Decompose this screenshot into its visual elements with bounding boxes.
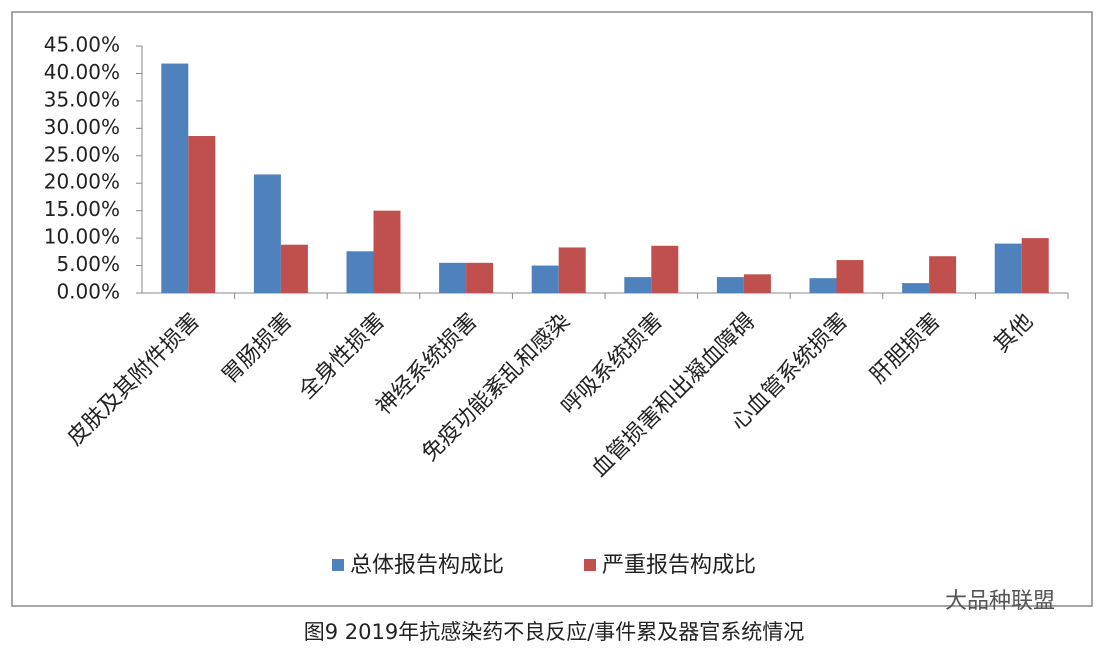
- bar: [836, 260, 864, 293]
- legend-label: 总体报告构成比: [350, 553, 504, 578]
- bar: [439, 262, 467, 293]
- bar: [253, 174, 281, 293]
- bar: [809, 278, 837, 293]
- bar: [716, 277, 744, 293]
- bar: [994, 243, 1022, 293]
- bar: [929, 256, 957, 293]
- y-tick-label: 25.00%: [44, 142, 120, 166]
- bar: [161, 63, 189, 293]
- y-tick-label: 15.00%: [44, 197, 120, 221]
- bar: [1021, 238, 1049, 293]
- bar: [280, 244, 308, 293]
- bar: [651, 245, 679, 293]
- chart-frame: [11, 11, 1093, 607]
- bar: [346, 251, 374, 293]
- bar: [373, 210, 401, 293]
- legend-swatch: [332, 559, 344, 571]
- watermark: 大品种联盟: [945, 589, 1055, 614]
- bar: [902, 283, 930, 293]
- bar: [188, 136, 216, 293]
- y-tick-label: 0.00%: [56, 280, 120, 304]
- bar: [466, 262, 494, 293]
- bar: [558, 247, 586, 293]
- legend-label: 严重报告构成比: [602, 553, 756, 578]
- y-tick-label: 20.00%: [44, 170, 120, 194]
- y-tick-label: 40.00%: [44, 60, 120, 84]
- legend-swatch: [584, 559, 596, 571]
- y-tick-label: 10.00%: [44, 225, 120, 249]
- y-tick-label: 45.00%: [44, 33, 120, 57]
- bar: [624, 277, 652, 293]
- caption: 图9 2019年抗感染药不良反应/事件累及器官系统情况: [304, 620, 805, 644]
- y-tick-label: 30.00%: [44, 115, 120, 139]
- bar: [531, 265, 559, 293]
- y-tick-label: 5.00%: [56, 252, 120, 276]
- bar: [743, 274, 771, 293]
- y-tick-label: 35.00%: [44, 87, 120, 111]
